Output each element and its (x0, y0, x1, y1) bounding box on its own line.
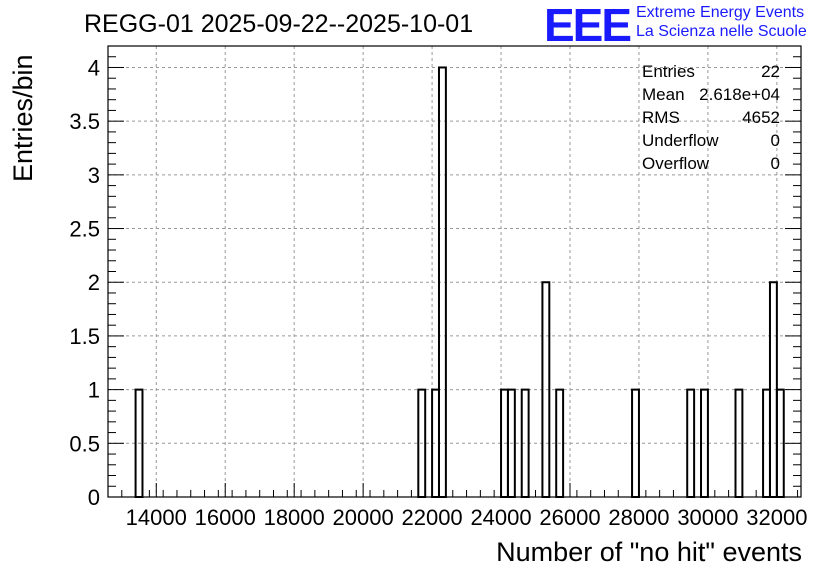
stats-row-rms: RMS 4652 (642, 106, 780, 129)
x-tick-label: 24000 (470, 505, 531, 530)
logo-line-1: Extreme Energy Events (636, 4, 805, 21)
stats-key: Entries (642, 62, 695, 81)
stats-value: 0 (770, 154, 780, 173)
y-tick-label: 1.5 (69, 324, 100, 349)
stats-row-entries: Entries 22 (642, 60, 780, 83)
y-axis-ticks: 0 0.5 1 1.5 2 2.5 3 3.5 4 (69, 55, 801, 510)
stats-value: 0 (770, 131, 780, 150)
y-tick-label: 0 (88, 485, 100, 510)
y-tick-label: 3.5 (69, 109, 100, 134)
y-tick-label: 1 (88, 378, 100, 403)
stats-row-overflow: Overflow 0 (642, 152, 780, 175)
x-tick-label: 30000 (677, 505, 738, 530)
x-tick-label: 16000 (195, 505, 256, 530)
logo-line-2: La Scienza nelle Scuole (636, 23, 807, 40)
stats-key: RMS (642, 108, 680, 127)
y-tick-label: 2 (88, 270, 100, 295)
y-tick-label: 3 (88, 163, 100, 188)
eee-logo: EEE (544, 0, 632, 51)
stats-value: 22 (761, 62, 780, 81)
x-tick-label: 18000 (264, 505, 325, 530)
logo-text: Extreme Energy Events La Scienza nelle S… (636, 3, 807, 41)
histogram-outline (134, 66, 785, 498)
x-axis-label: Number of "no hit" events (496, 537, 802, 567)
x-tick-label: 20000 (333, 505, 394, 530)
chart-title: REGG-01 2025-09-22--2025-10-01 (84, 10, 474, 38)
x-tick-label: 26000 (539, 505, 600, 530)
grid-lines (108, 46, 801, 497)
stats-key: Mean (642, 85, 685, 104)
x-tick-label: 14000 (126, 505, 187, 530)
x-tick-label: 22000 (401, 505, 462, 530)
y-tick-label: 2.5 (69, 217, 100, 242)
y-tick-label: 4 (88, 55, 100, 80)
stats-box: Entries 22 Mean 2.618e+04 RMS 4652 Under… (642, 60, 780, 175)
stats-row-underflow: Underflow 0 (642, 129, 780, 152)
stats-value: 4652 (742, 108, 780, 127)
x-axis-ticks: 14000 16000 18000 20000 22000 24000 26000 28000… (107, 483, 807, 530)
stats-key: Underflow (642, 131, 719, 150)
stats-value: 2.618e+04 (699, 85, 780, 104)
y-axis-label: Entries/bin (8, 54, 38, 182)
x-tick-label: 28000 (608, 505, 669, 530)
stats-key: Overflow (642, 154, 710, 173)
x-tick-label: 32000 (746, 505, 807, 530)
y-tick-label: 0.5 (69, 431, 100, 456)
stats-row-mean: Mean 2.618e+04 (642, 83, 780, 106)
